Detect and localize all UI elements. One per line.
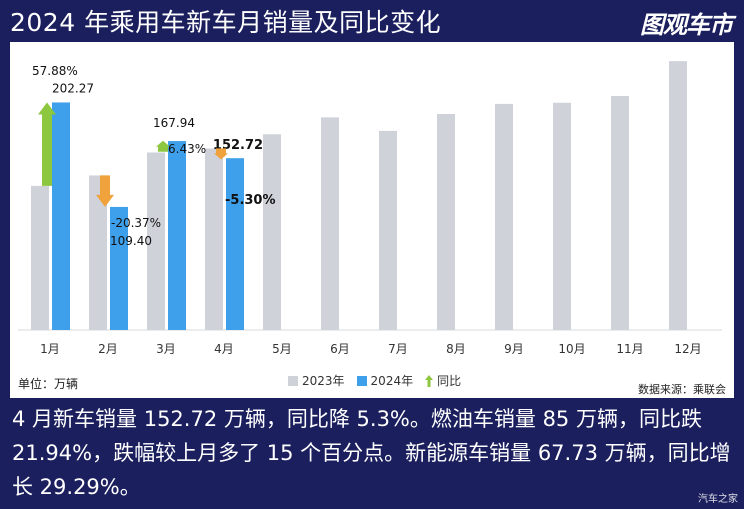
legend-label-2024: 2024年 [370, 374, 414, 388]
data-label-2024-2: 109.40 [110, 234, 152, 248]
page-title: 2024 年乘用车新车月销量及同比变化 [10, 8, 442, 37]
legend-swatch-2023 [288, 375, 298, 386]
bar-2024-3 [168, 141, 186, 330]
x-tick-label-7: 7月 [388, 342, 408, 356]
data-label-2024-3: 167.94 [153, 116, 195, 130]
yoy-label-1: 57.88% [32, 64, 78, 78]
source-label: 数据来源：乘联会 [638, 383, 726, 396]
chart-legend: 2023年 2024年 同比 [288, 372, 461, 389]
x-tick-label-8: 8月 [446, 342, 466, 356]
bar-2024-1 [52, 102, 70, 330]
yoy-arrow-3 [156, 140, 170, 152]
legend-up-arrow-icon [425, 374, 434, 387]
bar-2023-8 [437, 114, 455, 330]
legend-item-2024: 2024年 [356, 372, 414, 389]
x-tick-label-4: 4月 [214, 342, 234, 356]
legend-label-yoy: 同比 [437, 374, 462, 388]
bar-2023-12 [669, 61, 687, 330]
bar-2023-3 [147, 152, 165, 330]
x-tick-label-2: 2月 [98, 342, 118, 356]
bar-2023-4 [205, 148, 223, 330]
bar-2023-10 [553, 102, 571, 330]
bar-2023-1 [31, 185, 49, 330]
legend-item-yoy: 同比 [425, 372, 461, 389]
x-tick-label-11: 11月 [616, 342, 643, 356]
legend-swatch-2024 [356, 375, 367, 386]
unit-label: 单位：万辆 [18, 377, 79, 391]
bar-2024-2 [110, 206, 128, 330]
yoy-arrow-4 [214, 148, 228, 160]
bar-2023-11 [611, 96, 629, 330]
brand-logo: 图观车市 [640, 11, 733, 39]
data-label-2024-1: 202.27 [52, 81, 94, 95]
bar-2023-5 [263, 134, 281, 330]
yoy-arrow-1 [38, 102, 56, 186]
x-tick-label-5: 5月 [272, 342, 292, 356]
summary-caption: 4 月新车销量 152.72 万辆，同比降 5.3%。燃油车销量 85 万辆，同… [12, 407, 731, 499]
x-tick-label-9: 9月 [504, 342, 524, 356]
sales-bar-chart: 1月 2月 3月 4月 5月 6月 7月 8月 9月 10月 11月 12月 202.27 109.40 1… [18, 61, 722, 356]
x-tick-label-3: 3月 [156, 342, 176, 356]
bar-2023-7 [379, 130, 397, 330]
yoy-arrow-2 [96, 175, 114, 207]
legend-item-2023: 2023年 [288, 372, 345, 389]
yoy-label-3: 6.43% [168, 142, 206, 156]
yoy-label-2: -20.37% [111, 216, 161, 230]
chart-panel: 1月 2月 3月 4月 5月 6月 7月 8月 9月 10月 11月 12月 202.27 109.40 1… [10, 42, 734, 398]
bar-2024-4 [226, 158, 244, 330]
yoy-label-4: -5.30% [225, 193, 276, 208]
x-tick-label-1: 1月 [40, 342, 60, 356]
x-tick-label-6: 6月 [330, 342, 350, 356]
bar-2023-6 [321, 117, 339, 330]
x-tick-label-10: 10月 [558, 342, 585, 356]
bar-2023-9 [495, 103, 513, 330]
bar-2023-2 [89, 175, 107, 330]
x-tick-label-12: 12月 [674, 342, 701, 356]
watermark: 汽车之家 [698, 494, 738, 505]
legend-label-2023: 2023年 [302, 374, 345, 388]
